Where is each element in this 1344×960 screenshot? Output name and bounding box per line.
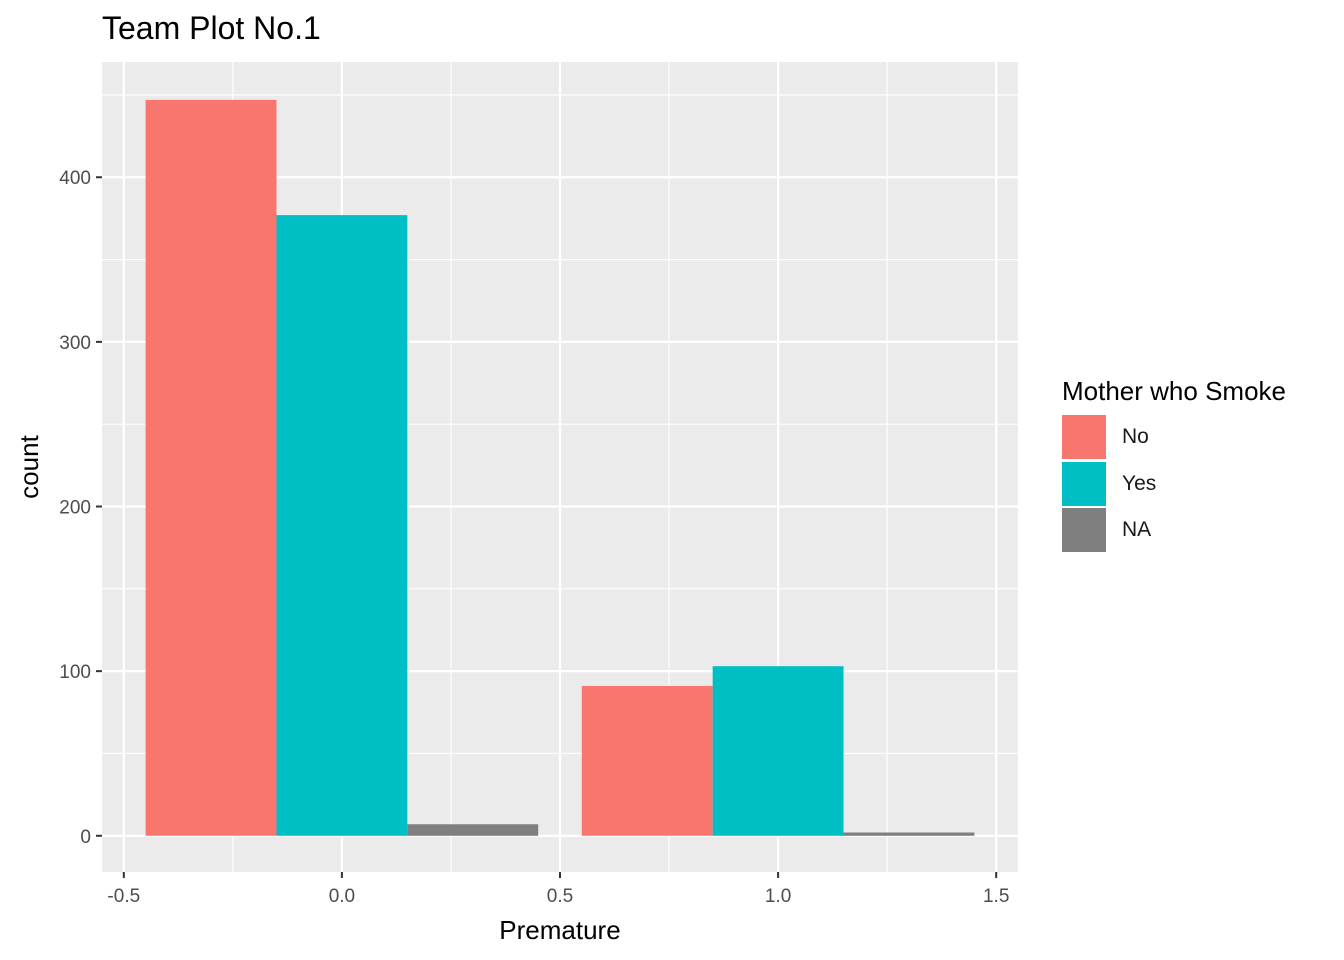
y-axis-label: count	[14, 434, 44, 498]
y-axis: 0 100 200 300 400	[59, 168, 102, 848]
bar-yes-1	[712, 666, 844, 836]
legend-label: Yes	[1122, 471, 1157, 495]
legend-key-yes	[1062, 461, 1106, 506]
x-axis-label: Premature	[499, 915, 620, 945]
y-tick-label: 100	[59, 662, 91, 683]
x-tick-label: 1.5	[983, 886, 1009, 907]
legend-label: No	[1122, 425, 1149, 448]
legend-title: Mother who Smoke	[1062, 376, 1286, 406]
x-tick-label: 1.0	[765, 886, 791, 907]
bar-na-0	[407, 824, 539, 836]
x-axis: -0.5 0.0 0.5 1.0 1.5	[107, 872, 1009, 907]
x-tick-label: 0.5	[547, 886, 573, 907]
legend-label: NA	[1122, 518, 1152, 541]
chart-title: Team Plot No.1	[102, 10, 321, 46]
y-tick-label: 200	[59, 498, 91, 519]
y-tick-label: 300	[59, 333, 91, 354]
legend-items: No Yes NA	[1062, 415, 1286, 555]
bar-yes-0	[276, 215, 408, 836]
y-tick-label: 0	[80, 827, 91, 848]
bar-no-0	[145, 99, 277, 836]
x-tick-label: -0.5	[107, 886, 140, 907]
legend-item-no: No	[1062, 415, 1286, 462]
x-tick-label: 0.0	[329, 886, 355, 907]
legend-item-na: NA	[1062, 508, 1286, 555]
legend-key-no	[1062, 415, 1106, 459]
legend-key-na	[1062, 508, 1106, 552]
legend-item-yes: Yes	[1062, 461, 1286, 509]
bar-na-1	[843, 832, 975, 836]
bars	[145, 99, 975, 836]
legend: Mother who Smoke No Yes NA	[1062, 376, 1286, 555]
bar-no-1	[581, 685, 713, 836]
y-tick-label: 400	[59, 168, 91, 189]
